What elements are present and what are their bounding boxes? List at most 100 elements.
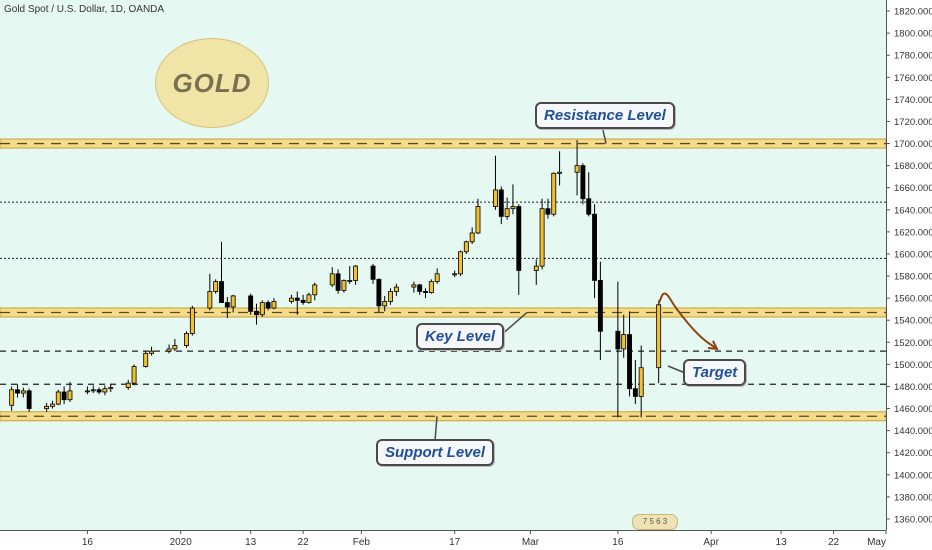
candle[interactable] xyxy=(376,278,382,307)
candle[interactable] xyxy=(341,280,347,291)
candle[interactable] xyxy=(393,286,399,292)
candle[interactable] xyxy=(656,304,662,369)
candle[interactable] xyxy=(469,232,475,243)
target-callout[interactable]: Target xyxy=(683,359,747,386)
candle[interactable] xyxy=(15,389,20,394)
candle[interactable] xyxy=(557,171,563,174)
candle[interactable] xyxy=(230,295,236,308)
candle[interactable] xyxy=(189,307,195,334)
candle[interactable] xyxy=(475,206,481,234)
price-tick-label: 1480.000 xyxy=(894,382,932,393)
candle[interactable] xyxy=(55,391,61,405)
candle[interactable] xyxy=(224,302,230,308)
candle[interactable] xyxy=(370,265,376,280)
candle[interactable] xyxy=(533,265,539,271)
candle[interactable] xyxy=(248,295,254,312)
candle[interactable] xyxy=(638,367,644,397)
candle[interactable] xyxy=(90,389,96,392)
candle[interactable] xyxy=(125,382,131,388)
candle[interactable] xyxy=(551,172,557,215)
candle[interactable] xyxy=(108,387,114,390)
callout-pointer xyxy=(499,311,528,337)
candle[interactable] xyxy=(9,389,15,406)
candle[interactable] xyxy=(452,273,458,276)
candle[interactable] xyxy=(382,301,388,307)
candle[interactable] xyxy=(254,310,259,316)
candle[interactable] xyxy=(580,165,586,200)
support-level-callout[interactable]: Support Level xyxy=(376,439,495,466)
candle[interactable] xyxy=(615,330,621,350)
candle[interactable] xyxy=(259,302,265,316)
candle[interactable] xyxy=(463,241,469,253)
candle[interactable] xyxy=(131,366,137,384)
candle[interactable] xyxy=(143,352,149,367)
candle[interactable] xyxy=(26,390,32,409)
candle[interactable] xyxy=(300,299,306,303)
gold-badge: GOLD xyxy=(155,38,269,128)
candle[interactable] xyxy=(347,280,353,282)
candle[interactable] xyxy=(335,273,341,291)
candle[interactable] xyxy=(411,284,417,288)
candle[interactable] xyxy=(61,391,67,401)
candle[interactable] xyxy=(516,206,522,271)
price-tick-label: 1660.000 xyxy=(894,183,932,194)
candle[interactable] xyxy=(271,301,277,309)
time-tick-label: Feb xyxy=(353,537,371,548)
candle[interactable] xyxy=(67,390,73,401)
candle[interactable] xyxy=(458,251,463,275)
candle[interactable] xyxy=(102,388,108,393)
candle[interactable] xyxy=(504,208,510,217)
tradingview-watermark: 7 5 6 3 xyxy=(632,514,678,530)
candle[interactable] xyxy=(50,403,55,407)
candle[interactable] xyxy=(312,284,318,296)
candle[interactable] xyxy=(434,273,440,282)
time-tick-label: 17 xyxy=(449,537,461,548)
candle[interactable] xyxy=(166,348,172,352)
candle[interactable] xyxy=(539,208,545,267)
candle[interactable] xyxy=(574,165,580,173)
candle[interactable] xyxy=(586,198,592,215)
candle[interactable] xyxy=(329,273,335,286)
candle[interactable] xyxy=(597,280,603,332)
candle[interactable] xyxy=(306,294,312,303)
time-axis[interactable] xyxy=(0,530,932,550)
candle[interactable] xyxy=(44,405,50,409)
price-tick-label: 1760.000 xyxy=(894,73,932,84)
candle[interactable] xyxy=(353,265,359,281)
resistance-level-callout[interactable]: Resistance Level xyxy=(535,102,675,129)
price-tick-label: 1700.000 xyxy=(894,139,932,150)
candle[interactable] xyxy=(493,189,498,207)
candle[interactable] xyxy=(627,334,632,390)
candle[interactable] xyxy=(621,334,627,350)
price-axis[interactable] xyxy=(886,0,932,550)
candle[interactable] xyxy=(265,302,271,309)
candle[interactable] xyxy=(417,284,423,292)
candle[interactable] xyxy=(289,297,294,302)
candle[interactable] xyxy=(294,297,300,301)
price-tick-label: 1440.000 xyxy=(894,426,932,437)
candle[interactable] xyxy=(96,389,102,393)
price-tick-label: 1520.000 xyxy=(894,338,932,349)
time-tick-label: Apr xyxy=(703,537,719,548)
candle[interactable] xyxy=(184,333,189,347)
candle[interactable] xyxy=(510,206,516,210)
candle[interactable] xyxy=(423,291,428,294)
candle[interactable] xyxy=(592,213,597,281)
candle[interactable] xyxy=(149,350,154,354)
candle[interactable] xyxy=(207,291,213,309)
candle[interactable] xyxy=(545,208,551,215)
price-tick-label: 1800.000 xyxy=(894,29,932,40)
candle[interactable] xyxy=(498,189,504,217)
candle[interactable] xyxy=(632,388,638,397)
candle[interactable] xyxy=(388,291,393,302)
candle[interactable] xyxy=(219,281,224,303)
candle[interactable] xyxy=(428,281,434,294)
candle[interactable] xyxy=(172,345,178,350)
time-tick-label: 22 xyxy=(298,537,310,548)
candle[interactable] xyxy=(84,390,90,393)
candle[interactable] xyxy=(20,390,26,394)
candle[interactable] xyxy=(213,281,219,292)
key-level-callout[interactable]: Key Level xyxy=(416,323,505,350)
